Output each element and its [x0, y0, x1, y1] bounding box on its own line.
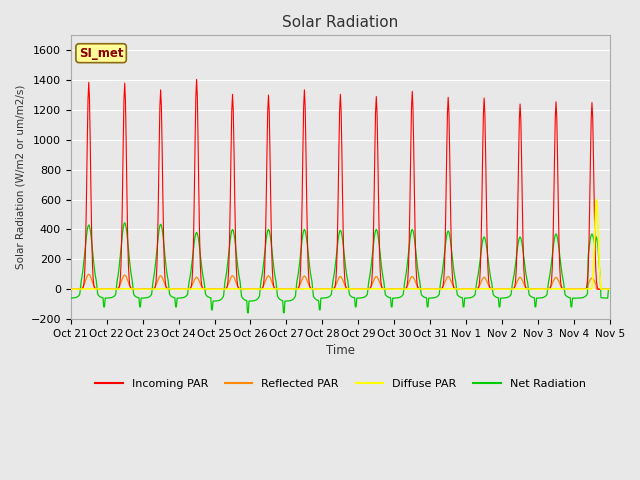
X-axis label: Time: Time — [326, 344, 355, 357]
Legend: Incoming PAR, Reflected PAR, Diffuse PAR, Net Radiation: Incoming PAR, Reflected PAR, Diffuse PAR… — [90, 374, 590, 393]
Text: SI_met: SI_met — [79, 47, 124, 60]
Title: Solar Radiation: Solar Radiation — [282, 15, 399, 30]
Y-axis label: Solar Radiation (W/m2 or um/m2/s): Solar Radiation (W/m2 or um/m2/s) — [15, 85, 25, 269]
